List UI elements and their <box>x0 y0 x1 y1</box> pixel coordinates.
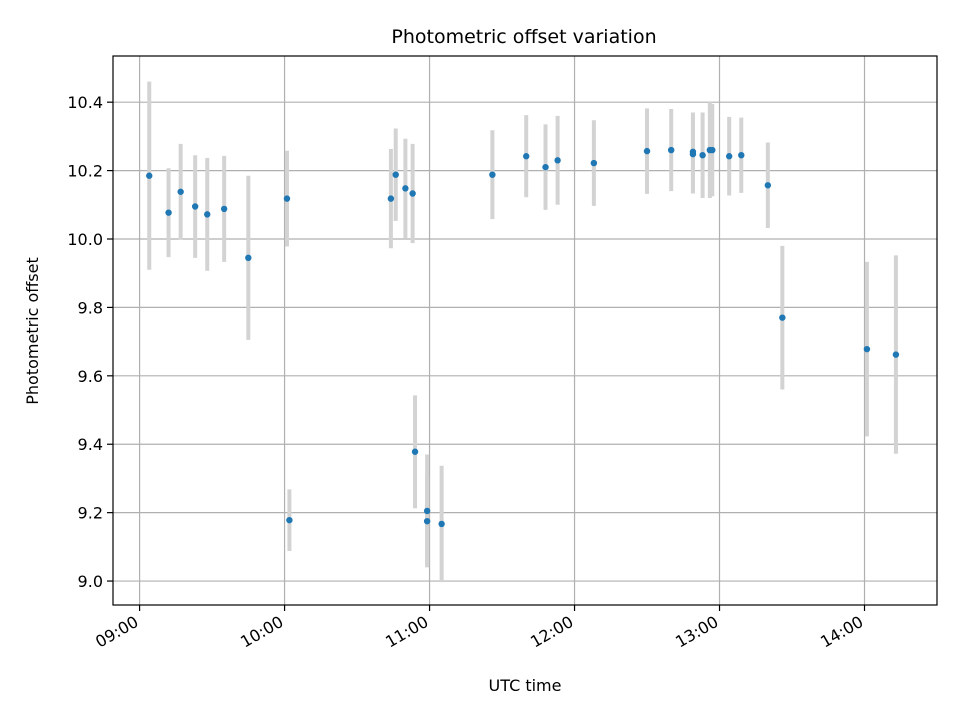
y-tick-label: 9.4 <box>78 435 103 454</box>
data-point <box>411 448 419 455</box>
y-tick-label: 10.2 <box>67 162 103 181</box>
x-tick-label: 11:00 <box>382 612 431 652</box>
data-point <box>764 182 772 189</box>
x-tick-label: 14:00 <box>817 612 866 652</box>
y-tick-label: 9.2 <box>78 504 103 523</box>
chart-title: Photometric offset variation <box>391 26 656 48</box>
data-point <box>542 163 549 171</box>
y-tick-label: 10.4 <box>67 93 103 112</box>
data-point <box>667 146 675 154</box>
data-point <box>709 146 716 154</box>
data-point <box>699 151 706 159</box>
x-axis-ticks: 09:00 10:00 11:00 12:00 13:00 14:00 <box>92 605 867 652</box>
data-point <box>590 159 598 167</box>
data-point <box>779 314 786 321</box>
data-point <box>554 157 561 164</box>
data-point <box>146 172 153 179</box>
data-point <box>725 153 733 160</box>
y-axis-ticks: 9.0 9.2 9.4 9.6 9.8 10.0 10.2 10.4 <box>67 93 113 591</box>
data-point <box>286 516 293 524</box>
data-point <box>409 190 416 197</box>
data-point <box>738 151 745 159</box>
y-tick-label: 10.0 <box>67 230 103 249</box>
data-point <box>191 203 199 210</box>
data-point <box>643 147 651 155</box>
x-tick-label: 13:00 <box>672 612 721 652</box>
y-tick-label: 9.6 <box>78 367 103 386</box>
x-tick-label: 10:00 <box>237 612 286 652</box>
y-tick-label: 9.8 <box>78 298 103 317</box>
data-point <box>438 520 445 528</box>
data-point <box>177 188 184 195</box>
data-point <box>392 171 399 178</box>
error-bars <box>147 81 898 583</box>
data-point <box>863 345 871 353</box>
data-point <box>423 507 431 515</box>
data-point <box>387 195 395 202</box>
data-point <box>283 195 291 202</box>
data-point <box>489 171 496 178</box>
data-point <box>892 351 900 358</box>
data-point <box>220 205 228 213</box>
plot-area-frame <box>112 55 938 606</box>
data-point <box>165 209 172 216</box>
data-point <box>423 517 431 525</box>
data-point <box>245 254 252 262</box>
data-points <box>146 146 900 528</box>
x-tick-label: 12:00 <box>527 612 576 652</box>
data-point <box>523 153 530 160</box>
data-point <box>402 185 409 192</box>
x-tick-label: 09:00 <box>92 612 141 652</box>
y-tick-label: 9.0 <box>78 572 103 591</box>
y-axis-label: Photometric offset <box>23 257 42 405</box>
x-axis-label: UTC time <box>489 676 562 695</box>
data-point <box>689 150 697 158</box>
data-point <box>204 211 211 218</box>
